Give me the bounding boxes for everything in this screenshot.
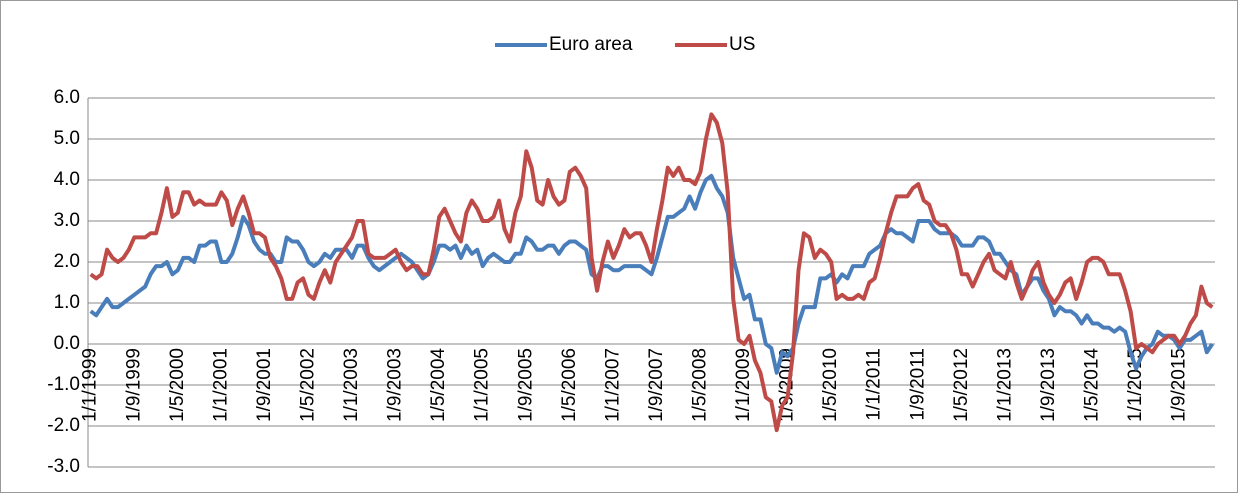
x-tick-label: 1/9/2001 (254, 348, 275, 422)
x-tick-label: 1/1/2007 (602, 348, 623, 422)
x-tick-label: 1/5/2004 (428, 348, 449, 422)
x-tick-label: 1/1/2005 (472, 348, 493, 422)
y-tick-label: 3.0 (54, 210, 80, 231)
x-tick-label: 1/5/2014 (1082, 348, 1103, 422)
x-tick-label: 1/1/2011 (864, 348, 885, 421)
y-tick-label: 1.0 (54, 292, 80, 313)
x-tick-label: 1/5/2012 (951, 348, 972, 422)
x-tick-label: 1/9/2003 (385, 348, 406, 422)
x-tick-label: 1/1/2003 (341, 348, 362, 422)
y-tick-label: 0.0 (54, 333, 80, 354)
x-tick-label: 1/5/2008 (690, 348, 711, 422)
y-tick-label: -2.0 (47, 415, 80, 436)
x-tick-label: 1/1/2009 (733, 348, 754, 422)
x-tick-label: 1/9/1999 (123, 348, 144, 422)
y-tick-label: 2.0 (54, 251, 80, 272)
x-tick-label: 1/5/2010 (820, 348, 841, 422)
legend-label: Euro area (549, 34, 633, 55)
y-tick-label: 4.0 (54, 169, 80, 190)
x-tick-label: 1/5/2000 (167, 348, 188, 422)
x-tick-label: 1/1/2013 (994, 348, 1015, 422)
y-tick-label: 6.0 (54, 87, 80, 108)
x-tick-label: 1/5/2002 (298, 348, 319, 422)
x-tick-label: 1/9/2011 (907, 348, 928, 421)
x-tick-label: 1/5/2006 (559, 348, 580, 422)
y-tick-label: -1.0 (47, 374, 80, 395)
x-tick-label: 1/9/2005 (515, 348, 536, 422)
y-tick-label: -3.0 (47, 456, 80, 477)
x-tick-label: 1/9/2007 (646, 348, 667, 422)
series-line (89, 112, 1214, 433)
y-tick-label: 5.0 (54, 128, 80, 149)
x-tick-label: 1/1/2015 (1125, 348, 1146, 422)
legend-label: US (729, 34, 755, 55)
x-tick-label: 1/1/2001 (210, 348, 231, 422)
x-tick-label: 1/1/1999 (80, 348, 101, 422)
x-tick-label: 1/9/2015 (1169, 348, 1190, 422)
x-tick-label: 1/9/2013 (1038, 348, 1059, 422)
